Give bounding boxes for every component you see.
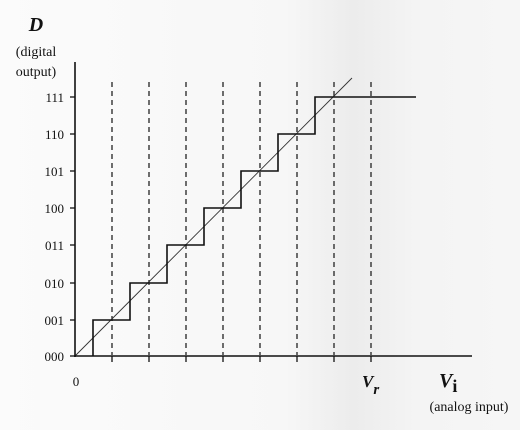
y-tick-label-100: 100 [45, 201, 65, 216]
y-tick-label-011: 011 [45, 238, 64, 253]
y-tick-label-111: 111 [45, 90, 64, 105]
x-axis-title-main: V [439, 370, 454, 392]
x-axis-title: Vi [439, 370, 457, 396]
y-tick-label-000: 000 [45, 349, 65, 364]
axes [74, 62, 472, 357]
y-tick-label-001: 001 [45, 313, 65, 328]
x-axis-subtitle: (analog input) [430, 400, 509, 415]
vr-label-main: V [362, 372, 375, 391]
y-axis-ticks [70, 96, 75, 357]
y-axis-subtitle-line1: (digital [16, 45, 57, 60]
y-tick-label-101: 101 [45, 164, 65, 179]
y-tick-labels: 000 001 010 011 100 101 110 111 [45, 90, 65, 364]
x-axis-title-subscript: i [452, 376, 457, 396]
y-axis-title: D [28, 14, 43, 36]
ideal-transfer-line [74, 77, 353, 357]
x-origin-label: 0 [73, 374, 80, 389]
vr-label: Vr [362, 372, 379, 398]
quantization-guides [111, 82, 372, 355]
y-tick-label-110: 110 [45, 127, 64, 142]
y-tick-label-010: 010 [45, 276, 65, 291]
y-axis-subtitle-line2: output) [16, 65, 57, 80]
x-axis-ticks [111, 356, 372, 362]
vr-label-subscript: r [373, 382, 379, 398]
staircase-response [92, 96, 416, 356]
